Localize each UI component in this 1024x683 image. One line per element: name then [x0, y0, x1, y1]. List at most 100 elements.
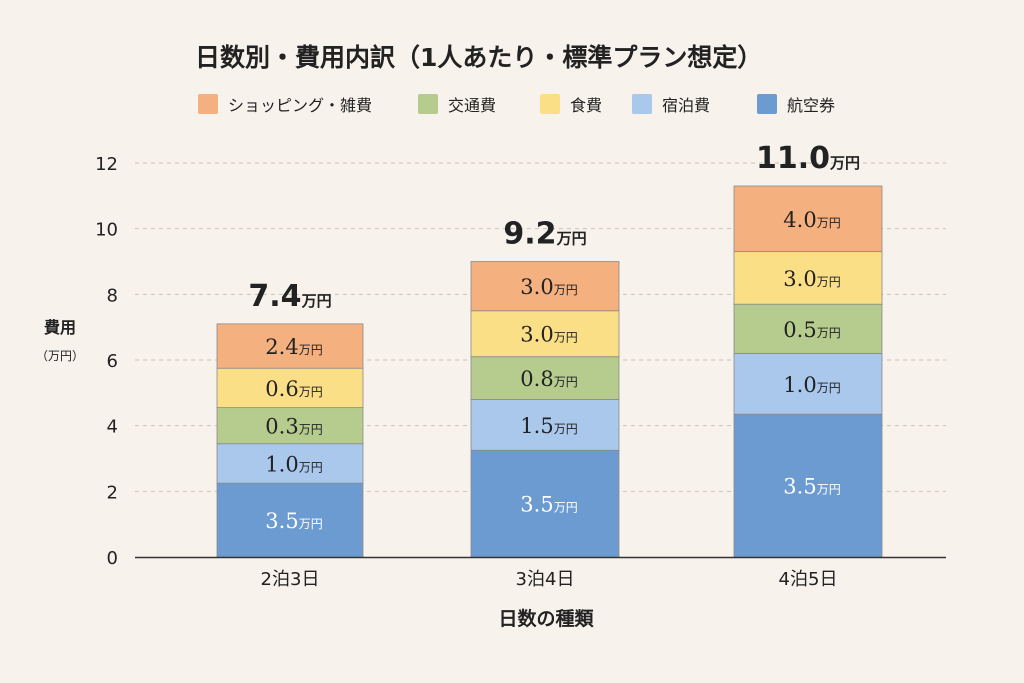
bar-segment [733, 185, 883, 253]
y-tick-label: 4 [107, 417, 118, 438]
bar-segment [733, 353, 883, 415]
segment-value: 0.3 [265, 415, 298, 439]
bar-segment [470, 398, 620, 451]
x-category-label: 4泊5日 [779, 569, 838, 590]
segment-value: 3.5 [520, 493, 553, 517]
segment-value: 0.5 [783, 318, 816, 342]
legend-label: 航空券 [787, 96, 835, 115]
bar-segment [216, 443, 364, 484]
segment-value: 3.0 [783, 267, 816, 291]
bar-segment-label: 4.0万円 [783, 208, 840, 232]
bar-segment-label: 3.0万円 [783, 267, 840, 291]
total-value: 11.0 [756, 141, 830, 176]
bar-segment-label: 3.5万円 [520, 493, 577, 517]
legend-swatch [418, 94, 438, 114]
y-tick-label: 6 [107, 351, 118, 372]
bar-segment [216, 367, 364, 409]
legend-label: ショッピング・雑費 [228, 96, 372, 115]
bar-segment-label: 3.0万円 [520, 323, 577, 347]
segment-value: 1.0 [783, 373, 816, 397]
bar-segment [470, 356, 620, 400]
bar-segment [470, 449, 620, 558]
segment-unit: 万円 [554, 331, 578, 345]
bar-segment [733, 251, 883, 305]
x-category-label: 3泊4日 [516, 569, 575, 590]
y-tick-label: 8 [107, 285, 118, 306]
y-tick-label: 2 [107, 482, 118, 503]
bar-segment-label: 3.5万円 [265, 509, 322, 533]
segment-unit: 万円 [299, 517, 323, 531]
total-unit: 万円 [556, 230, 587, 248]
segment-unit: 万円 [299, 460, 323, 474]
bar-segment-label: 0.3万円 [265, 415, 322, 439]
total-value: 9.2 [503, 217, 556, 252]
bar-total-label: 9.2万円 [503, 217, 586, 252]
segment-value: 0.6 [265, 377, 298, 401]
legend-swatch [757, 94, 777, 114]
segment-unit: 万円 [817, 216, 841, 230]
segment-unit: 万円 [817, 483, 841, 497]
bar-segment-label: 1.0万円 [783, 373, 840, 397]
segment-unit: 万円 [554, 283, 578, 297]
segment-unit: 万円 [817, 275, 841, 289]
legend-swatch [540, 94, 560, 114]
segment-value: 1.0 [265, 452, 298, 476]
bar-segment-label: 0.6万円 [265, 377, 322, 401]
legend-item: 食費 [540, 94, 602, 115]
segment-value: 2.4 [265, 335, 298, 359]
bar-segment-label: 1.0万円 [265, 452, 322, 476]
segment-value: 3.0 [520, 275, 553, 299]
x-axis-categories: 2泊3日 3泊4日 4泊5日 [261, 569, 838, 590]
y-axis-unit-label: （万円） [36, 349, 84, 363]
segment-value: 4.0 [783, 208, 816, 232]
bar-segment [216, 323, 364, 369]
bar-segment [470, 261, 620, 312]
bars: 3.5万円1.0万円0.3万円0.6万円2.4万円7.4万円3.5万円1.5万円… [216, 141, 883, 558]
legend-swatch [632, 94, 652, 114]
legend-item: 航空券 [757, 94, 835, 115]
total-value: 7.4 [248, 279, 301, 314]
segment-unit: 万円 [299, 385, 323, 399]
bar-segment [470, 310, 620, 358]
segment-value: 0.8 [520, 367, 553, 391]
legend: ショッピング・雑費 交通費 食費 宿泊費 航空券 [198, 94, 835, 115]
legend-label: 宿泊費 [662, 96, 710, 115]
bar-segment [733, 413, 883, 558]
bar-segment-label: 0.8万円 [520, 367, 577, 391]
legend-item: ショッピング・雑費 [198, 94, 372, 115]
segment-unit: 万円 [299, 423, 323, 437]
y-axis-label: 費用 [44, 318, 76, 337]
bar-segment [216, 407, 364, 445]
bar-segment-label: 3.0万円 [520, 275, 577, 299]
segment-unit: 万円 [817, 326, 841, 340]
total-unit: 万円 [829, 154, 860, 172]
segment-value: 3.5 [783, 475, 816, 499]
segment-unit: 万円 [554, 375, 578, 389]
segment-unit: 万円 [554, 422, 578, 436]
bar-segment-label: 0.5万円 [783, 318, 840, 342]
legend-swatch [198, 94, 218, 114]
bar-segment-label: 3.5万円 [783, 475, 840, 499]
bar-segment-label: 1.5万円 [520, 414, 577, 438]
segment-unit: 万円 [817, 381, 841, 395]
bar-segment [216, 482, 364, 558]
bar-total-label: 11.0万円 [756, 141, 860, 176]
y-tick-label: 10 [95, 220, 118, 241]
segment-unit: 万円 [299, 343, 323, 357]
bar-segment-label: 2.4万円 [265, 335, 322, 359]
x-category-label: 2泊3日 [261, 569, 320, 590]
segment-unit: 万円 [554, 501, 578, 515]
segment-value: 1.5 [520, 414, 553, 438]
legend-item: 宿泊費 [632, 94, 710, 115]
chart-title: 日数別・費用内訳（1人あたり・標準プラン想定） [195, 43, 762, 72]
bar-total-label: 7.4万円 [248, 279, 331, 314]
legend-label: 食費 [570, 96, 602, 115]
legend-item: 交通費 [418, 94, 496, 115]
y-tick-label: 0 [107, 548, 118, 569]
bar-segment [733, 303, 883, 354]
legend-label: 交通費 [448, 96, 496, 115]
segment-value: 3.0 [520, 323, 553, 347]
